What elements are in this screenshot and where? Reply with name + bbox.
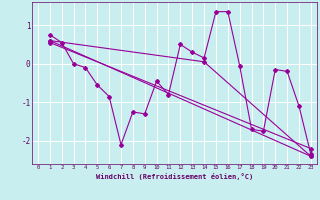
X-axis label: Windchill (Refroidissement éolien,°C): Windchill (Refroidissement éolien,°C) <box>96 173 253 180</box>
